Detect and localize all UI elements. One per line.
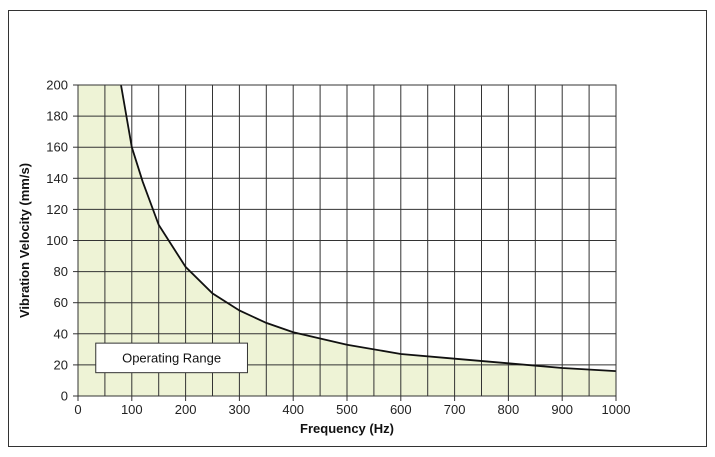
y-tick-label: 160 — [46, 140, 68, 155]
y-axis-ticks: 0 20 40 60 80 100 120 140 160 180 200 — [46, 78, 78, 404]
x-tick-label: 1000 — [602, 402, 631, 417]
x-tick-label: 700 — [444, 402, 466, 417]
x-axis-ticks: 0 100 200 300 400 500 600 700 800 900 1000 — [74, 396, 630, 417]
x-tick-label: 200 — [175, 402, 197, 417]
y-tick-label: 60 — [54, 295, 68, 310]
x-tick-label: 500 — [336, 402, 358, 417]
series-curve — [120, 84, 617, 372]
operating-range-box — [95, 342, 248, 374]
y-tick-label: 40 — [54, 326, 68, 341]
x-tick-label: 0 — [74, 402, 81, 417]
x-tick-label: 800 — [498, 402, 520, 417]
x-tick-label: 300 — [229, 402, 251, 417]
y-tick-label: 20 — [54, 357, 68, 372]
x-tick-label: 100 — [121, 402, 143, 417]
y-tick-label: 0 — [61, 389, 68, 404]
y-tick-label: 80 — [54, 264, 68, 279]
x-tick-label: 600 — [390, 402, 412, 417]
y-tick-label: 100 — [46, 233, 68, 248]
x-tick-label: 900 — [551, 402, 573, 417]
x-tick-label: 400 — [282, 402, 304, 417]
y-tick-label: 140 — [46, 171, 68, 186]
y-axis-title: Vibration Velocity (mm/s) — [17, 163, 32, 318]
operating-range-label: Operating Range — [122, 350, 221, 365]
y-tick-label: 200 — [46, 78, 68, 93]
x-axis-title: Frequency (Hz) — [300, 421, 394, 436]
y-tick-label: 120 — [46, 202, 68, 217]
operating-range-label-box: Operating Range — [95, 342, 248, 374]
y-tick-label: 180 — [46, 109, 68, 124]
